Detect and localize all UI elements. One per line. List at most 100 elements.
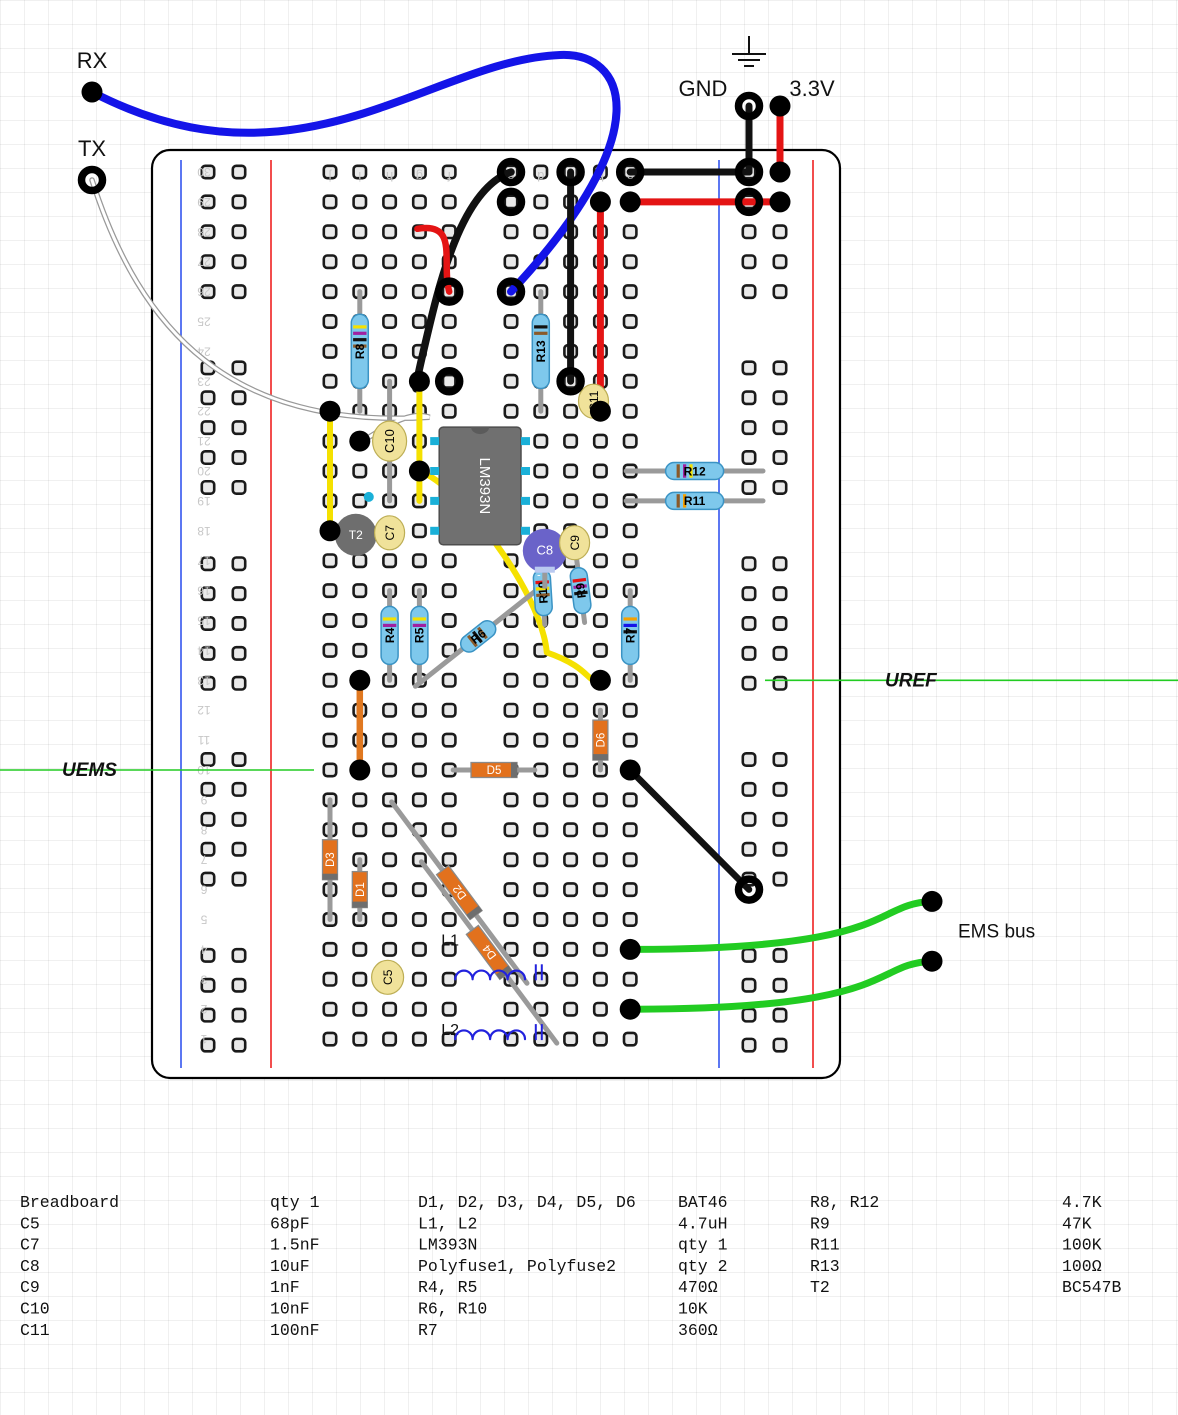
svg-text:2: 2 — [200, 1002, 207, 1016]
svg-text:100K: 100K — [1062, 1236, 1102, 1255]
svg-text:5: 5 — [200, 913, 207, 927]
svg-text:T2: T2 — [810, 1278, 830, 1297]
svg-text:27: 27 — [197, 255, 211, 269]
svg-text:R5: R5 — [413, 627, 427, 643]
svg-text:4.7K: 4.7K — [1062, 1193, 1102, 1212]
svg-text:17: 17 — [197, 554, 211, 568]
svg-text:LM393N: LM393N — [476, 458, 493, 515]
svg-text:L1, L2: L1, L2 — [418, 1214, 477, 1233]
svg-text:RX: RX — [77, 48, 108, 73]
svg-text:C10: C10 — [382, 429, 397, 453]
svg-text:C7: C7 — [20, 1236, 40, 1255]
svg-text:R12: R12 — [684, 464, 706, 478]
svg-text:Polyfuse1, Polyfuse2: Polyfuse1, Polyfuse2 — [418, 1257, 616, 1276]
svg-text:R13: R13 — [810, 1257, 840, 1276]
svg-text:d: d — [537, 169, 544, 184]
svg-text:22: 22 — [197, 404, 211, 418]
svg-text:qty 1: qty 1 — [678, 1236, 728, 1255]
svg-text:360Ω: 360Ω — [678, 1321, 718, 1340]
svg-text:21: 21 — [197, 434, 211, 448]
svg-text:1nF: 1nF — [270, 1278, 300, 1297]
svg-text:-: - — [537, 570, 541, 582]
svg-text:470Ω: 470Ω — [678, 1278, 718, 1297]
svg-text:16: 16 — [197, 584, 211, 598]
svg-text:R9: R9 — [573, 582, 589, 599]
svg-text:R7: R7 — [418, 1321, 438, 1340]
svg-text:C11: C11 — [20, 1321, 50, 1340]
svg-text:j: j — [328, 169, 332, 184]
svg-text:UEMS: UEMS — [62, 760, 117, 781]
svg-text:qty 2: qty 2 — [678, 1257, 728, 1276]
svg-text:10nF: 10nF — [270, 1300, 310, 1319]
svg-text:30: 30 — [197, 165, 211, 179]
svg-text:100Ω: 100Ω — [1062, 1257, 1102, 1276]
svg-text:R8, R12: R8, R12 — [810, 1193, 879, 1212]
svg-text:1.5nF: 1.5nF — [270, 1236, 320, 1255]
svg-text:UREF: UREF — [885, 670, 938, 691]
svg-text:C10: C10 — [20, 1300, 50, 1319]
svg-text:qty 1: qty 1 — [270, 1193, 320, 1212]
svg-text:D6: D6 — [596, 733, 608, 748]
svg-text:7: 7 — [200, 853, 207, 867]
svg-text:68pF: 68pF — [270, 1214, 310, 1233]
svg-text:C8: C8 — [20, 1257, 40, 1276]
svg-text:100nF: 100nF — [270, 1321, 320, 1340]
svg-text:28: 28 — [197, 225, 211, 239]
svg-text:9: 9 — [200, 793, 207, 807]
svg-text:LM393N: LM393N — [418, 1236, 477, 1255]
svg-text:8: 8 — [200, 823, 207, 837]
svg-text:D1: D1 — [355, 882, 367, 897]
svg-text:TX: TX — [78, 136, 106, 161]
svg-text:26: 26 — [197, 285, 211, 299]
svg-text:10uF: 10uF — [270, 1257, 310, 1276]
svg-text:R4, R5: R4, R5 — [418, 1278, 477, 1297]
svg-text:D5: D5 — [487, 765, 502, 777]
svg-text:R6, R10: R6, R10 — [418, 1300, 487, 1319]
svg-text:19: 19 — [197, 494, 211, 508]
svg-text:C8: C8 — [536, 543, 553, 558]
svg-text:f: f — [447, 169, 451, 184]
svg-text:Breadboard: Breadboard — [20, 1193, 119, 1212]
svg-text:g: g — [416, 169, 423, 184]
svg-text:R8: R8 — [353, 343, 367, 359]
svg-text:D3: D3 — [325, 852, 337, 867]
svg-text:R11: R11 — [810, 1236, 840, 1255]
svg-text:3: 3 — [200, 972, 207, 986]
svg-text:R4: R4 — [383, 627, 397, 643]
svg-text:14: 14 — [197, 643, 211, 657]
svg-text:R13: R13 — [534, 340, 548, 362]
svg-text:C9: C9 — [568, 535, 582, 551]
svg-text:D1, D2, D3, D4, D5, D6: D1, D2, D3, D4, D5, D6 — [418, 1193, 636, 1212]
svg-text:C5: C5 — [20, 1214, 40, 1233]
svg-text:1: 1 — [200, 1032, 207, 1046]
svg-text:R11: R11 — [684, 494, 706, 508]
svg-text:6: 6 — [200, 883, 207, 897]
svg-text:C7: C7 — [383, 525, 397, 541]
svg-text:3.3V: 3.3V — [789, 76, 835, 101]
svg-text:23: 23 — [197, 374, 211, 388]
svg-text:4: 4 — [200, 942, 207, 956]
svg-text:20: 20 — [197, 464, 211, 478]
svg-text:h: h — [386, 169, 393, 184]
svg-text:13: 13 — [197, 673, 211, 687]
svg-text:T2: T2 — [349, 528, 363, 542]
svg-text:25: 25 — [197, 315, 211, 329]
svg-text:GND: GND — [679, 76, 728, 101]
svg-text:4.7uH: 4.7uH — [678, 1214, 728, 1233]
svg-text:18: 18 — [197, 524, 211, 538]
svg-text:10K: 10K — [678, 1300, 708, 1319]
svg-text:11: 11 — [197, 733, 210, 747]
svg-text:C9: C9 — [20, 1278, 40, 1297]
svg-text:12: 12 — [197, 703, 211, 717]
svg-text:29: 29 — [197, 195, 211, 209]
svg-text:R9: R9 — [810, 1214, 830, 1233]
svg-text:47K: 47K — [1062, 1214, 1092, 1233]
svg-text:BAT46: BAT46 — [678, 1193, 728, 1212]
svg-text:L1: L1 — [441, 932, 459, 949]
svg-text:15: 15 — [197, 614, 211, 628]
svg-text:C5: C5 — [381, 969, 395, 985]
svg-text:EMS bus: EMS bus — [958, 921, 1035, 942]
svg-text:R7: R7 — [624, 627, 638, 643]
svg-text:i: i — [358, 169, 361, 184]
svg-text:BC547B: BC547B — [1062, 1278, 1122, 1297]
